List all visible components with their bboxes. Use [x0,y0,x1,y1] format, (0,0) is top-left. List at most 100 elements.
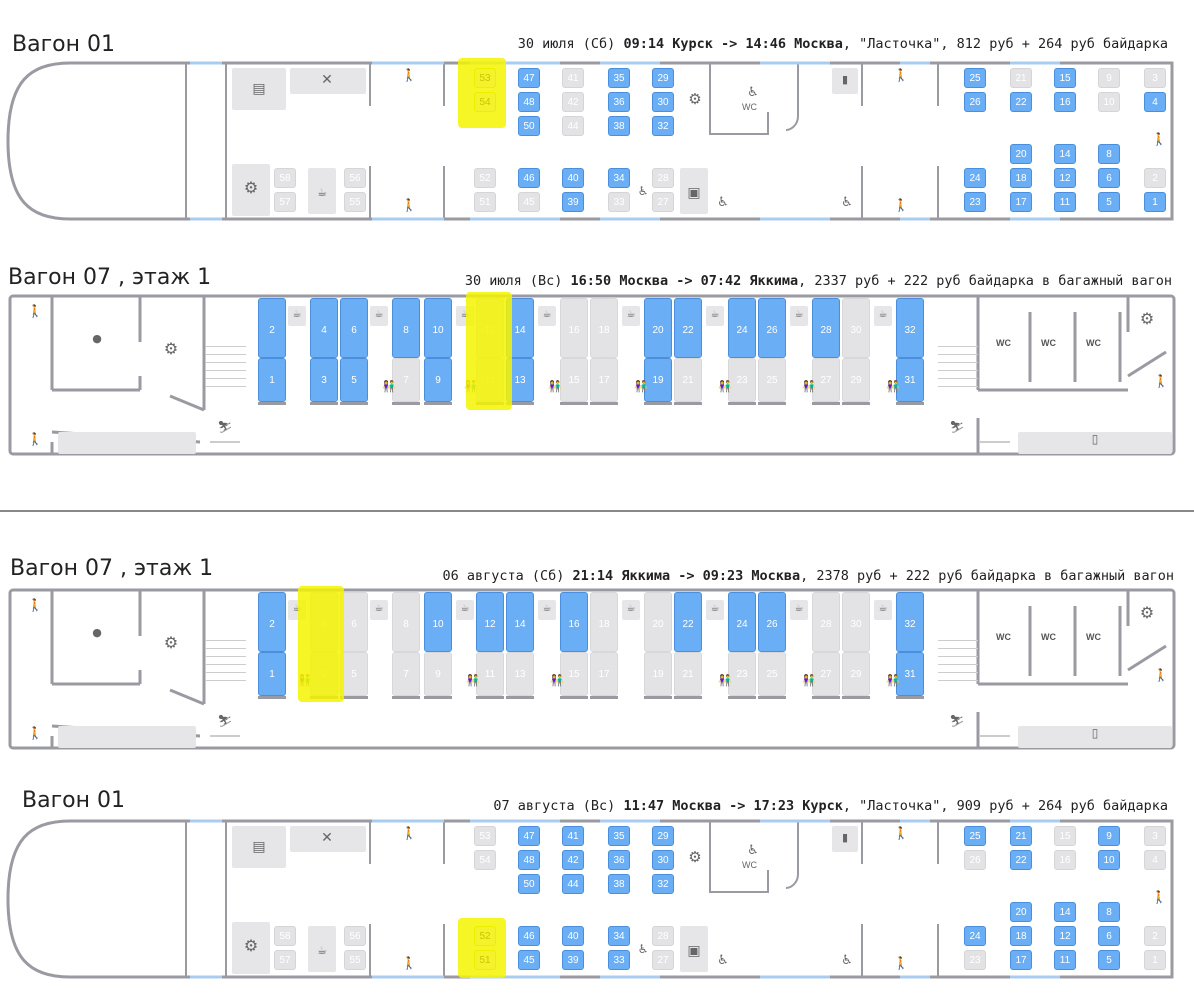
seat[interactable]: 12 [1054,168,1076,188]
seat[interactable]: 8 [392,298,420,358]
seat[interactable]: 44 [562,874,584,894]
seat[interactable]: 17 [1010,950,1032,970]
seat[interactable]: 24 [964,168,986,188]
seat[interactable]: 4 [310,298,338,358]
seat[interactable]: 46 [518,168,540,188]
seat[interactable]: 15 [1054,68,1076,88]
seat[interactable]: 6 [1098,926,1120,946]
seat[interactable]: 25 [964,68,986,88]
seat[interactable]: 26 [758,592,786,652]
seat-number: 12 [484,619,496,630]
seat[interactable]: 12 [1054,926,1076,946]
seat[interactable]: 22 [674,592,702,652]
seat[interactable]: 24 [728,298,756,358]
seat[interactable]: 35 [608,826,630,846]
seat[interactable]: 1 [1144,192,1166,212]
seat[interactable]: 22 [674,298,702,358]
seat[interactable]: 23 [964,192,986,212]
seat[interactable]: 10 [424,298,452,358]
seat[interactable]: 18 [1010,926,1032,946]
seat[interactable]: 40 [562,926,584,946]
seat[interactable]: 33 [608,950,630,970]
seat[interactable]: 2 [258,592,286,652]
seat[interactable]: 47 [518,68,540,88]
coach-wall [709,63,769,135]
seat[interactable]: 32 [652,116,674,136]
seat[interactable]: 25 [964,826,986,846]
seat[interactable]: 16 [560,592,588,652]
seat[interactable]: 18 [1010,168,1032,188]
seat[interactable]: 50 [518,874,540,894]
seat[interactable]: 21 [1010,826,1032,846]
seat[interactable]: 10 [424,592,452,652]
seat[interactable]: 5 [340,358,368,402]
seat[interactable]: 20 [1010,144,1032,164]
seat[interactable]: 22 [1010,92,1032,112]
seat[interactable]: 6 [340,298,368,358]
seat-number: 15 [568,669,580,680]
seat[interactable]: 45 [518,950,540,970]
seat[interactable]: 6 [1098,168,1120,188]
seat[interactable]: 19 [644,358,672,402]
seat[interactable]: 38 [608,874,630,894]
seat[interactable]: 11 [1054,950,1076,970]
seat[interactable]: 50 [518,116,540,136]
seat[interactable]: 14 [1054,144,1076,164]
seat[interactable]: 32 [652,874,674,894]
seat[interactable]: 35 [608,68,630,88]
seat[interactable]: 9 [1098,826,1120,846]
seat[interactable]: 16 [1054,92,1076,112]
seat-number: 3 [321,375,327,386]
seat[interactable]: 32 [896,592,924,652]
seat[interactable]: 39 [562,950,584,970]
seat[interactable]: 20 [1010,902,1032,922]
seat[interactable]: 47 [518,826,540,846]
seat[interactable]: 14 [506,592,534,652]
seat[interactable]: 1 [258,652,286,696]
seat[interactable]: 31 [896,358,924,402]
seat[interactable]: 46 [518,926,540,946]
seat[interactable]: 31 [896,652,924,696]
seat[interactable]: 41 [562,826,584,846]
seat[interactable]: 12 [476,592,504,652]
seat[interactable]: 39 [562,192,584,212]
seat-base [424,696,452,699]
seat[interactable]: 11 [1054,192,1076,212]
seat[interactable]: 9 [424,358,452,402]
seat[interactable]: 36 [608,850,630,870]
seat[interactable]: 24 [728,592,756,652]
seat[interactable]: 2 [258,298,286,358]
seat[interactable]: 4 [1144,92,1166,112]
seat[interactable]: 48 [518,92,540,112]
seat[interactable]: 30 [652,92,674,112]
seat[interactable]: 40 [562,168,584,188]
seat[interactable]: 34 [608,926,630,946]
seat[interactable]: 34 [608,168,630,188]
seat[interactable]: 5 [1098,192,1120,212]
seat[interactable]: 10 [1098,850,1120,870]
seat[interactable]: 29 [652,826,674,846]
seat[interactable]: 20 [644,298,672,358]
seat[interactable]: 28 [812,298,840,358]
seat[interactable]: 8 [1098,144,1120,164]
seat[interactable]: 48 [518,850,540,870]
seat[interactable]: 26 [964,92,986,112]
coffee-icon: ☕ [374,309,384,320]
seat[interactable]: 30 [652,850,674,870]
seat[interactable]: 1 [258,358,286,402]
seat[interactable]: 36 [608,92,630,112]
seat[interactable]: 5 [1098,950,1120,970]
seat[interactable]: 38 [608,116,630,136]
seat[interactable]: 3 [310,358,338,402]
seat[interactable]: 17 [1010,192,1032,212]
seat: 27 [652,192,674,212]
seat[interactable]: 24 [964,926,986,946]
seat[interactable]: 14 [1054,902,1076,922]
seat-number: 19 [652,669,664,680]
seat[interactable]: 32 [896,298,924,358]
seat[interactable]: 22 [1010,850,1032,870]
seat[interactable]: 29 [652,68,674,88]
seat[interactable]: 26 [758,298,786,358]
seat[interactable]: 42 [562,850,584,870]
seat[interactable]: 8 [1098,902,1120,922]
